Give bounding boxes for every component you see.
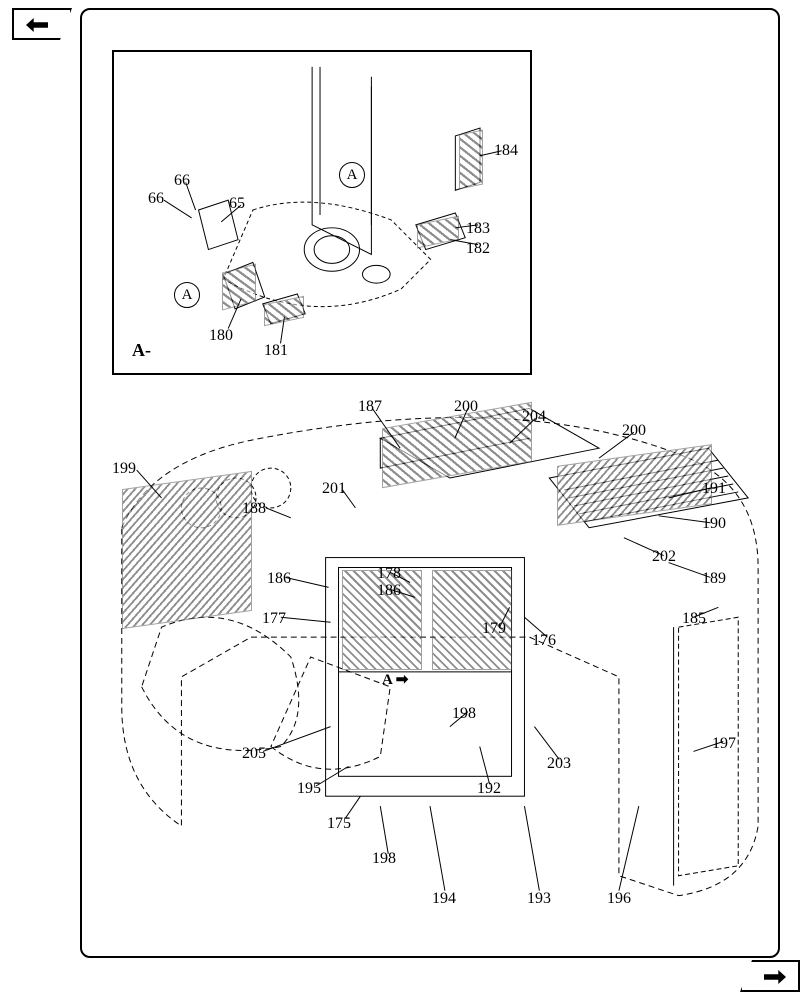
callout-204: 204 [522,408,546,426]
callout-195: 195 [297,780,321,798]
detail-ref-a-right: A [339,162,365,188]
callout-200b: 200 [622,422,646,440]
hatched-part-181 [264,296,304,327]
hatched-part-180 [222,263,256,310]
callout-66a: 66 [148,190,164,208]
callout-205: 205 [242,745,266,763]
callout-186a: 186 [267,570,291,588]
callout-194: 194 [432,890,456,908]
callout-177: 177 [262,610,286,628]
callout-196: 196 [607,890,631,908]
callout-198a: 198 [452,705,476,723]
callout-192: 192 [477,780,501,798]
nav-back-button[interactable] [12,8,72,40]
callout-189: 189 [702,570,726,588]
callout-193: 193 [527,890,551,908]
detail-inset-frame: A- [112,50,532,375]
callout-185: 185 [682,610,706,628]
hatched-part-182-183 [417,216,459,249]
callout-180: 180 [209,327,233,345]
callout-182: 182 [466,240,490,258]
inset-label: A- [132,340,151,361]
inset-lineart [114,52,530,373]
callout-65: 65 [229,195,245,213]
callout-202: 202 [652,548,676,566]
callout-191: 191 [702,480,726,498]
callout-187: 187 [358,398,382,416]
callout-183: 183 [466,220,490,238]
callout-176: 176 [532,632,556,650]
callout-199: 199 [112,460,136,478]
detail-ref-a-left: A [174,282,200,308]
callout-184: 184 [494,142,518,160]
hatched-part-191-grille [557,444,712,526]
inset-leaders [114,52,530,373]
callout-203: 203 [547,755,571,773]
callout-198b: 198 [372,850,396,868]
nav-forward-button[interactable] [740,960,800,992]
detail-arrow-marker: A ➡ [382,670,408,689]
callout-181: 181 [264,342,288,360]
callout-201: 201 [322,480,346,498]
callout-179: 179 [482,620,506,638]
callout-186b: 186 [377,582,401,600]
callout-178: 178 [377,565,401,583]
callout-200a: 200 [454,398,478,416]
callout-197: 197 [712,735,736,753]
callout-188: 188 [242,500,266,518]
hatched-part-184 [459,129,483,189]
callout-175: 175 [327,815,351,833]
forward-arrow-icon [764,970,786,984]
back-arrow-icon [26,18,48,32]
callout-190: 190 [702,515,726,533]
hatched-part-199 [122,471,252,629]
callout-66b: 66 [174,172,190,190]
diagram-frame: A- [80,8,780,958]
